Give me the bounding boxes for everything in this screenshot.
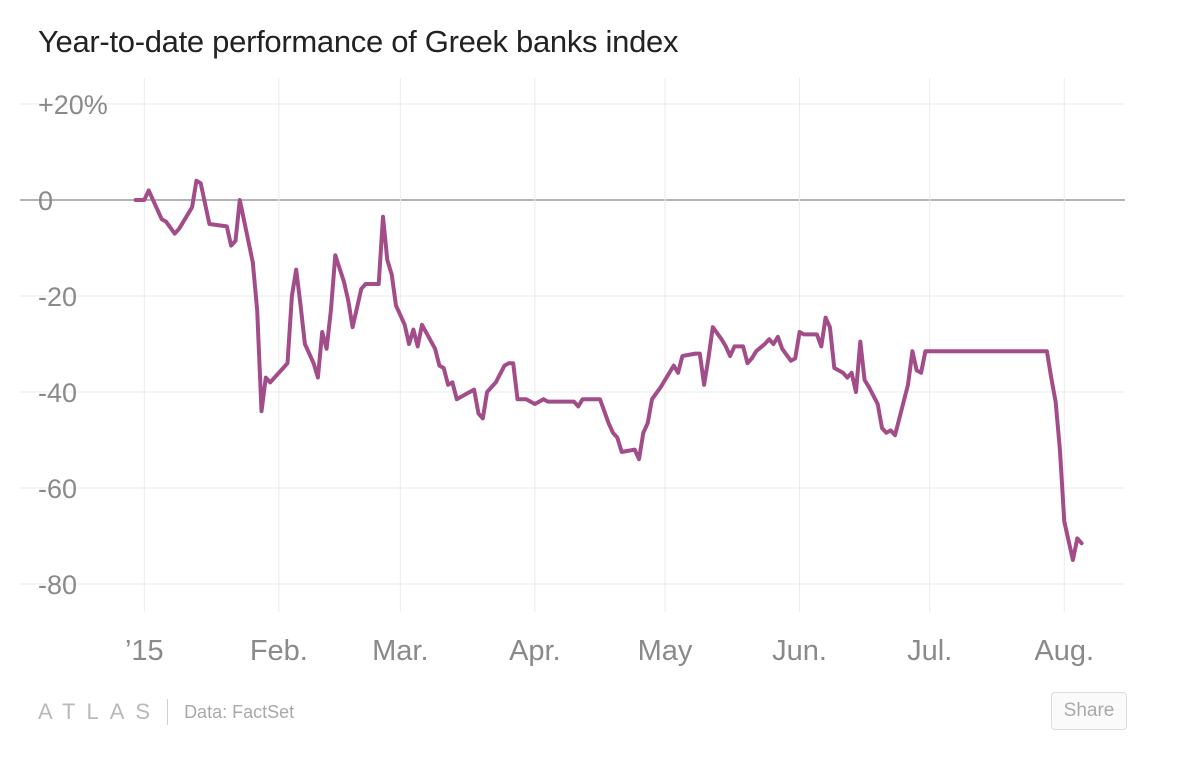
x-tick-label: Jun.: [772, 635, 827, 667]
y-axis-ticks: +20% 0 -20 -40 -60 -80: [38, 90, 108, 600]
y-tick-label: -40: [38, 378, 77, 408]
series-layer: [133, 178, 1084, 562]
x-tick-label: Feb.: [250, 635, 308, 667]
chart-title: Year-to-date performance of Greek banks …: [38, 24, 679, 59]
x-tick-label: Aug.: [1034, 635, 1094, 667]
chart-footer: ATLAS Data: FactSet: [38, 697, 294, 727]
series-line: [133, 178, 1084, 562]
data-source: Data: FactSet: [184, 701, 295, 722]
y-tick-label: -80: [38, 570, 77, 600]
y-tick-label: 0: [38, 186, 53, 216]
y-tick-label: +20%: [38, 90, 108, 120]
x-tick-label: Jul.: [907, 635, 952, 667]
footer-divider: [167, 699, 169, 725]
x-tick-label: ’15: [125, 635, 164, 667]
x-tick-label: Mar.: [372, 635, 428, 667]
x-tick-label: Apr.: [509, 635, 561, 667]
grid: [20, 78, 1125, 612]
atlas-logo[interactable]: ATLAS: [38, 699, 162, 724]
y-tick-label: -20: [38, 282, 77, 312]
y-tick-label: -60: [38, 474, 77, 504]
x-axis-ticks: ’15 Feb. Mar. Apr. May Jun. Jul. Aug.: [125, 635, 1094, 667]
share-button[interactable]: Share: [1051, 692, 1127, 730]
x-tick-label: May: [638, 635, 693, 667]
